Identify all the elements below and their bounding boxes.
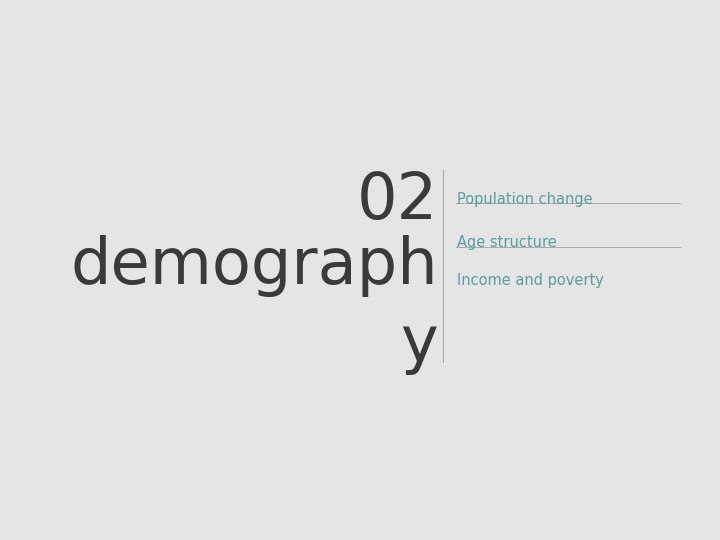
Text: demograph: demograph [70,235,438,297]
Text: Age structure: Age structure [457,235,557,250]
Text: y: y [400,313,438,375]
Text: 02: 02 [356,170,438,232]
Text: Population change: Population change [457,192,593,207]
Text: Income and poverty: Income and poverty [457,273,604,288]
